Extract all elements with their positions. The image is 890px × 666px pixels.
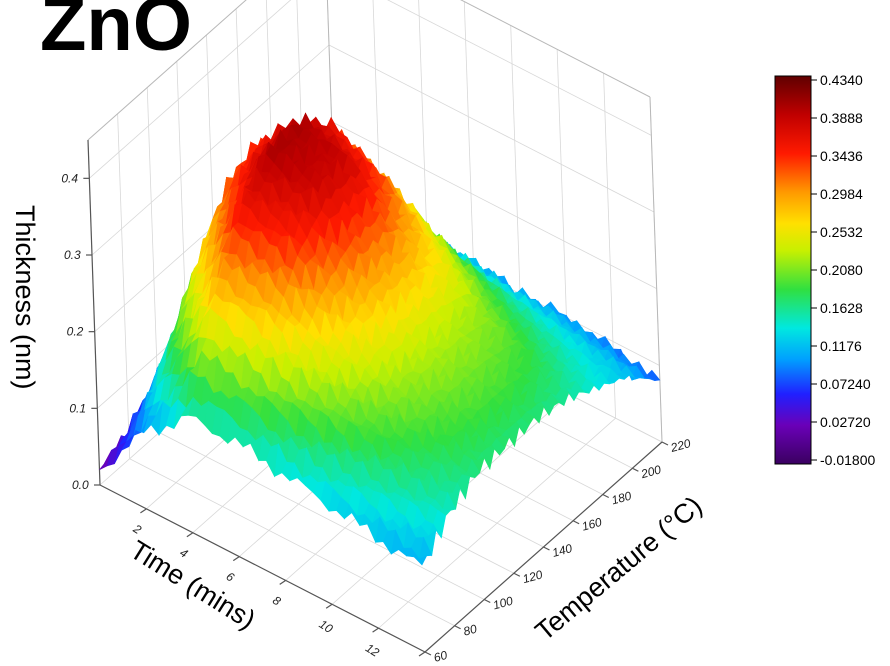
- z-tick-label: 0.4: [61, 171, 78, 185]
- z-axis-line: [87, 139, 101, 486]
- colorbar-tick-label: 0.07240: [820, 376, 871, 392]
- y-tick-label: 200: [639, 462, 663, 481]
- y-tick-mark: [543, 546, 550, 551]
- floor-gridline: [159, 432, 485, 600]
- y-axis-line: [424, 441, 663, 653]
- x-tick-mark: [279, 579, 287, 585]
- y-tick-label: 180: [610, 489, 633, 508]
- x-tick-mark: [325, 603, 333, 609]
- y-tick-mark: [632, 467, 639, 472]
- left-wall-gridline: [89, 0, 292, 179]
- y-axis-label: Temperature (°C): [530, 490, 708, 646]
- y-tick-label: 140: [551, 541, 574, 560]
- back-wall-gridline: [331, 121, 657, 290]
- left-wall-gridline: [91, 44, 330, 256]
- y-tick-label: 100: [491, 594, 514, 613]
- surface-patch: [646, 369, 661, 382]
- frame-edge: [87, 0, 247, 141]
- x-tick-label: 6: [224, 569, 237, 585]
- z-tick-label: 0.0: [72, 478, 89, 492]
- back-wall-gridline: [387, 0, 652, 136]
- x-tick-mark: [140, 508, 147, 514]
- x-tick-label: 10: [317, 617, 336, 636]
- colorbar-gradient: [774, 75, 812, 465]
- x-axis-label: Time (mins): [125, 535, 261, 635]
- colorbar: 0.4340 0.3888 0.3436 0.2984 0.2532 0.2080 0.16…: [774, 72, 875, 468]
- back-wall-gridline: [328, 44, 655, 213]
- y-tick-label: 120: [521, 567, 544, 586]
- z-tick-label: 0.1: [69, 401, 86, 415]
- y-tick-mark: [483, 598, 491, 604]
- x-tick-mark: [418, 651, 426, 657]
- surface-plot: [99, 112, 661, 566]
- x-tick-label: 12: [363, 641, 382, 660]
- y-tick-label: 80: [462, 622, 479, 639]
- colorbar-ticks: 0.4340 0.3888 0.3436 0.2984 0.2532 0.2080 0.16…: [811, 72, 875, 468]
- floor-gridline: [129, 458, 455, 627]
- colorbar-tick-label: 0.1628: [820, 300, 863, 316]
- colorbar-tick-label: 0.1176: [820, 338, 862, 354]
- y-tick-mark: [602, 493, 610, 499]
- z-tick-label: 0.3: [64, 248, 81, 262]
- z-axis-label: Thickness (nm): [10, 205, 40, 390]
- chart-title: ZnO: [40, 0, 192, 67]
- y-tick-mark: [454, 625, 461, 630]
- y-tick-mark: [424, 651, 432, 656]
- y-tick-mark: [661, 441, 669, 446]
- frame-edge: [649, 96, 663, 443]
- x-tick-label: 14: [409, 665, 428, 666]
- colorbar-tick-label: 0.2984: [820, 186, 863, 202]
- x-axis-line: [99, 484, 426, 653]
- colorbar-tick-label: 0.02720: [820, 414, 871, 430]
- x-tick-mark: [232, 556, 240, 562]
- frame-edge: [460, 0, 651, 98]
- y-tick-label: 220: [668, 436, 692, 455]
- colorbar-tick-label: 0.2532: [820, 224, 863, 240]
- y-tick-mark: [572, 520, 580, 525]
- surface-patch: [413, 555, 428, 566]
- x-tick-mark: [372, 627, 379, 633]
- colorbar-tick-label: 0.3888: [820, 110, 863, 126]
- x-tick-label: 8: [270, 593, 283, 609]
- z-tick-label: 0.2: [67, 325, 84, 339]
- y-tick-label: 160: [580, 515, 603, 534]
- y-tick-mark: [513, 572, 521, 577]
- colorbar-tick-label: -0.01800: [820, 452, 875, 468]
- y-tick-label: 60: [432, 648, 449, 665]
- colorbar-tick-label: 0.4340: [820, 72, 863, 88]
- colorbar-tick-label: 0.3436: [820, 148, 863, 164]
- left-wall-gridline: [117, 113, 131, 459]
- colorbar-tick-label: 0.2080: [820, 262, 863, 278]
- x-tick-mark: [186, 532, 194, 538]
